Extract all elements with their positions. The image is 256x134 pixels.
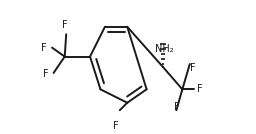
Text: F: F [113, 121, 118, 131]
Text: F: F [197, 84, 203, 94]
Text: F: F [62, 20, 68, 30]
Text: NH₂: NH₂ [155, 44, 174, 54]
Text: F: F [41, 43, 47, 53]
Text: F: F [174, 102, 179, 112]
Text: F: F [43, 69, 48, 79]
Text: F: F [190, 63, 196, 72]
